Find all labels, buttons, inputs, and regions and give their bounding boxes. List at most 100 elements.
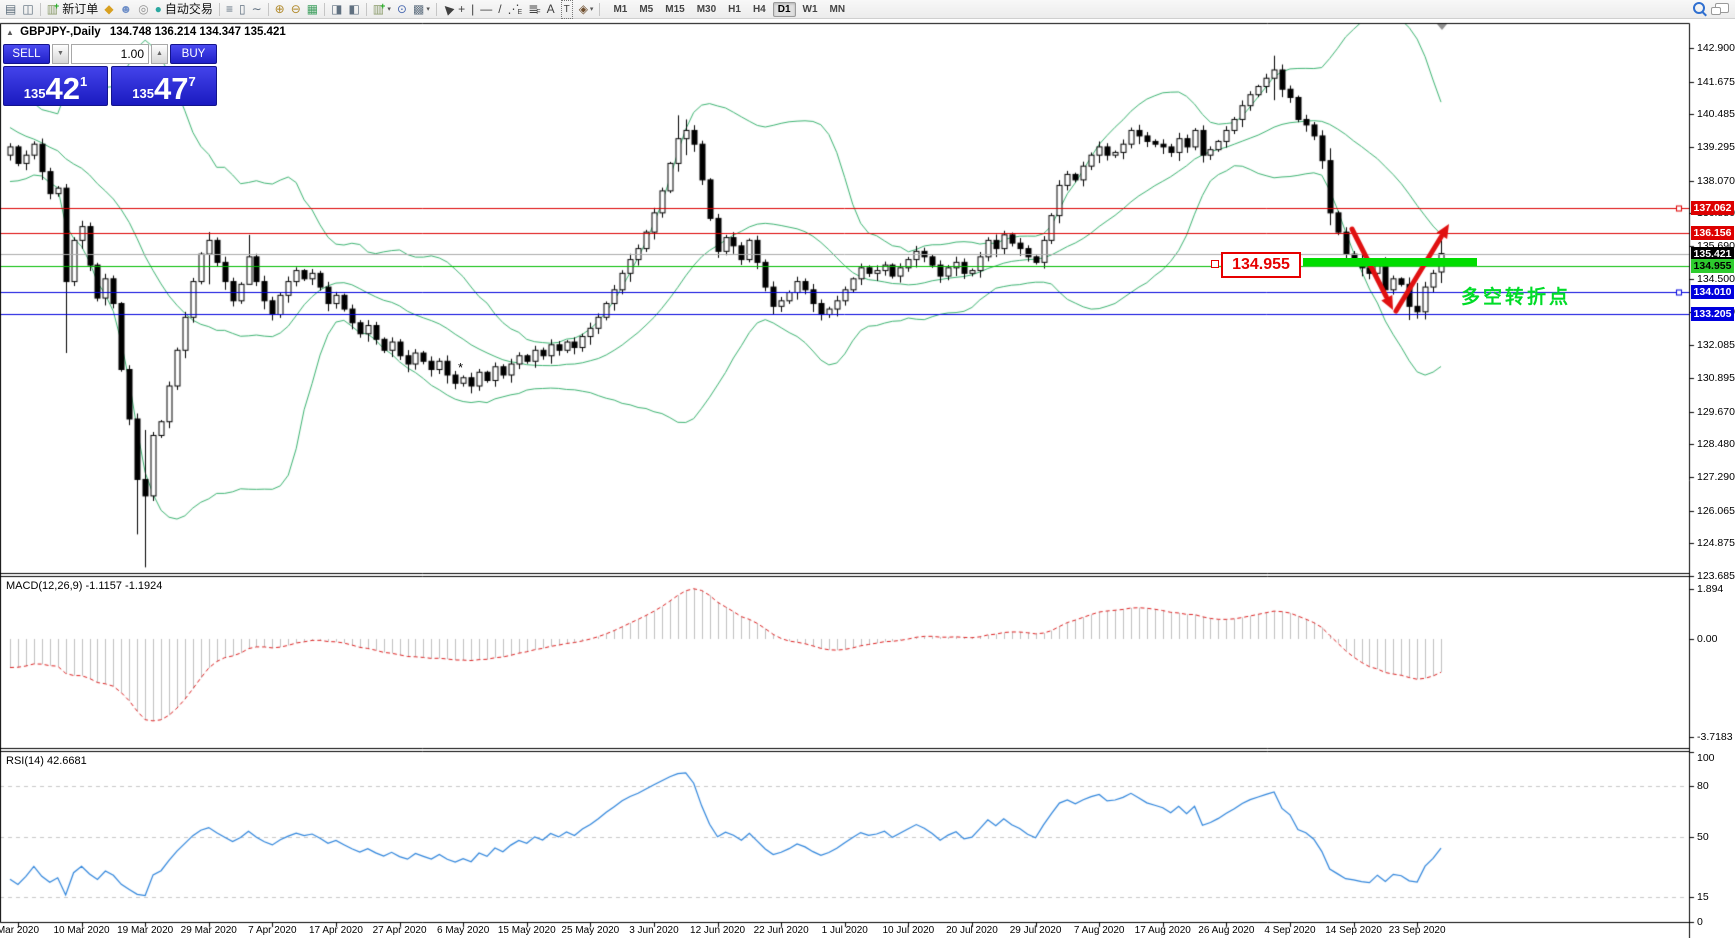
tile-windows-icon[interactable]: ▦ xyxy=(306,1,319,16)
macd-scale-label: 1.894 xyxy=(1697,582,1724,595)
timeframe-h4[interactable]: H4 xyxy=(752,3,766,15)
text-icon[interactable]: A xyxy=(546,1,555,16)
toolbar-separator xyxy=(267,2,269,16)
signals-icon[interactable]: ◎ xyxy=(138,1,149,16)
zoom-out-icon[interactable]: ⊖ xyxy=(290,1,301,16)
timeframe-h1[interactable]: H1 xyxy=(728,3,741,15)
buy-button[interactable]: BUY xyxy=(170,44,217,64)
price-tick-label: 126.065 xyxy=(1697,504,1735,517)
hline-icon[interactable]: — xyxy=(480,1,493,16)
price-tick-label: 129.670 xyxy=(1697,405,1735,418)
date-label: 25 May 2020 xyxy=(561,925,620,936)
date-label: 10 Mar 2020 xyxy=(53,925,110,936)
sell-price-sup: 1 xyxy=(79,74,88,89)
rsi-scale-label: 50 xyxy=(1697,831,1709,843)
trendline-icon[interactable]: / xyxy=(498,1,502,16)
macd-label: MACD(12,26,9) -1.1157 -1.1924 xyxy=(6,580,163,592)
candlestick-icon[interactable]: ▯ xyxy=(238,1,246,16)
new-order-button[interactable]: ▥ + 新订单 xyxy=(46,0,99,16)
profiles-icon[interactable]: ▥ + ▾ xyxy=(372,0,391,16)
zoom-in-icon[interactable]: ⊕ xyxy=(274,1,285,16)
timeframe-m5[interactable]: M5 xyxy=(639,3,654,15)
auto-arrange-icon[interactable]: ◨ xyxy=(331,1,343,16)
price-callout-label[interactable]: 134.955 xyxy=(1221,252,1301,278)
chart-shift-icon[interactable]: ◧ xyxy=(348,1,360,16)
buy-price-small: 135 xyxy=(132,86,154,101)
date-label: 22 Jun 2020 xyxy=(753,925,809,936)
price-tick-label: 140.485 xyxy=(1697,108,1735,121)
date-label: 17 Aug 2020 xyxy=(1134,925,1191,936)
timeframe-m30[interactable]: M30 xyxy=(696,3,717,15)
bar-chart-icon[interactable]: ≡ xyxy=(225,1,233,16)
date-label: 15 May 2020 xyxy=(497,925,556,936)
price-tag: 133.205 xyxy=(1691,307,1734,322)
strategy-tester-icon[interactable]: ◫ xyxy=(22,1,34,16)
label-icon[interactable]: T xyxy=(558,0,576,19)
toolbar-buttons: ▤ ◫ ▥ + 新订单 ◆ ☻ ◎ ● 自动交易 ≡ ▯ ∼ ⊕ ⊖ ▦ ◨ ◧ ▥ + ▾ ⊙ ▩ ▾ ▶ + | — / ⋰ E ≣ F A T… xyxy=(2,0,603,19)
volume-down-button[interactable]: ▼ xyxy=(52,44,69,64)
search-icon[interactable] xyxy=(1693,2,1705,14)
symbol-header: ▲ GBPJPY-,Daily 134.748 136.214 134.347 … xyxy=(6,26,286,38)
timeframe-m1[interactable]: M1 xyxy=(613,3,628,15)
price-tick-label: 123.685 xyxy=(1697,570,1735,583)
history-center-icon[interactable]: ◆ xyxy=(104,1,114,16)
community-icon[interactable]: ☻ xyxy=(119,1,133,16)
price-tag: 136.156 xyxy=(1691,226,1734,241)
fibonacci-icon[interactable]: ≣ F xyxy=(528,1,541,16)
macd-values: -1.1157 -1.1924 xyxy=(85,580,163,592)
terminal-icon[interactable]: ▤ xyxy=(5,1,17,16)
autotrading-button[interactable]: ● 自动交易 xyxy=(154,1,213,16)
toolbar-separator xyxy=(435,2,437,16)
toolbar-separator xyxy=(218,2,220,16)
price-callout-handle[interactable] xyxy=(1211,260,1219,268)
volume-input[interactable] xyxy=(71,44,149,64)
toolbar-separator xyxy=(599,2,601,16)
rsi-label: RSI(14) 42.6681 xyxy=(6,755,87,767)
date-label: 20 Jul 2020 xyxy=(946,925,998,936)
date-label: 27 Apr 2020 xyxy=(372,925,427,936)
line-chart-icon[interactable]: ∼ xyxy=(251,1,262,16)
sell-button[interactable]: SELL xyxy=(3,44,50,64)
buy-price-sup: 7 xyxy=(188,74,196,89)
buy-price-button[interactable]: 135 47 7 xyxy=(111,66,217,106)
price-tick-label: 141.675 xyxy=(1697,75,1735,88)
price-tick-label: 134.500 xyxy=(1697,272,1735,285)
macd-scale-label: 0.00 xyxy=(1697,633,1718,645)
rsi-scale-label: 0 xyxy=(1697,916,1703,928)
arrows-icon[interactable]: ◈ ▾ xyxy=(578,1,594,16)
price-tick-label: 130.895 xyxy=(1697,371,1735,384)
date-label: 12 Jun 2020 xyxy=(690,925,746,936)
rsi-scale-label: 15 xyxy=(1697,890,1709,903)
date-label: 29 Jul 2020 xyxy=(1009,925,1062,936)
toolbar-separator xyxy=(365,2,367,16)
channel-icon[interactable]: ⋰ E xyxy=(507,1,523,16)
sell-price-button[interactable]: 135 42 1 xyxy=(3,66,108,106)
timeframe-mn[interactable]: MN xyxy=(829,3,846,15)
timeframe-m15[interactable]: M15 xyxy=(665,3,685,15)
vline-icon[interactable]: | xyxy=(471,1,475,16)
chat-icon[interactable] xyxy=(1711,3,1729,15)
collapse-icon[interactable]: ▲ xyxy=(6,28,14,37)
period-icon[interactable]: ⊙ xyxy=(396,1,407,16)
date-label: 7 Aug 2020 xyxy=(1073,925,1125,936)
timeframe-w1[interactable]: W1 xyxy=(802,3,818,15)
sell-price-small: 135 xyxy=(23,86,46,101)
crosshair-icon[interactable]: + xyxy=(458,1,466,16)
date-label: 7 Apr 2020 xyxy=(248,925,297,936)
date-label: 10 Jul 2020 xyxy=(882,925,935,936)
date-label: 26 Aug 2020 xyxy=(1198,925,1255,936)
template-icon[interactable]: ▩ ▾ xyxy=(412,1,430,16)
price-tick-label: 142.900 xyxy=(1697,42,1735,54)
cursor-icon[interactable]: ▶ xyxy=(438,1,456,18)
date-label: 29 Mar 2020 xyxy=(180,925,237,936)
timeframe-d1[interactable]: D1 xyxy=(772,1,796,17)
star-marker: * xyxy=(458,360,464,375)
support-zone-band[interactable] xyxy=(1303,258,1477,266)
price-tick-label: 132.085 xyxy=(1697,339,1735,352)
price-tag: 134.010 xyxy=(1691,285,1734,300)
turning-point-text[interactable]: 多空转折点 xyxy=(1461,287,1572,308)
volume-up-button[interactable]: ▲ xyxy=(151,44,168,64)
price-tag: 135.421 xyxy=(1691,246,1734,261)
date-label: 4 Sep 2020 xyxy=(1264,925,1316,936)
